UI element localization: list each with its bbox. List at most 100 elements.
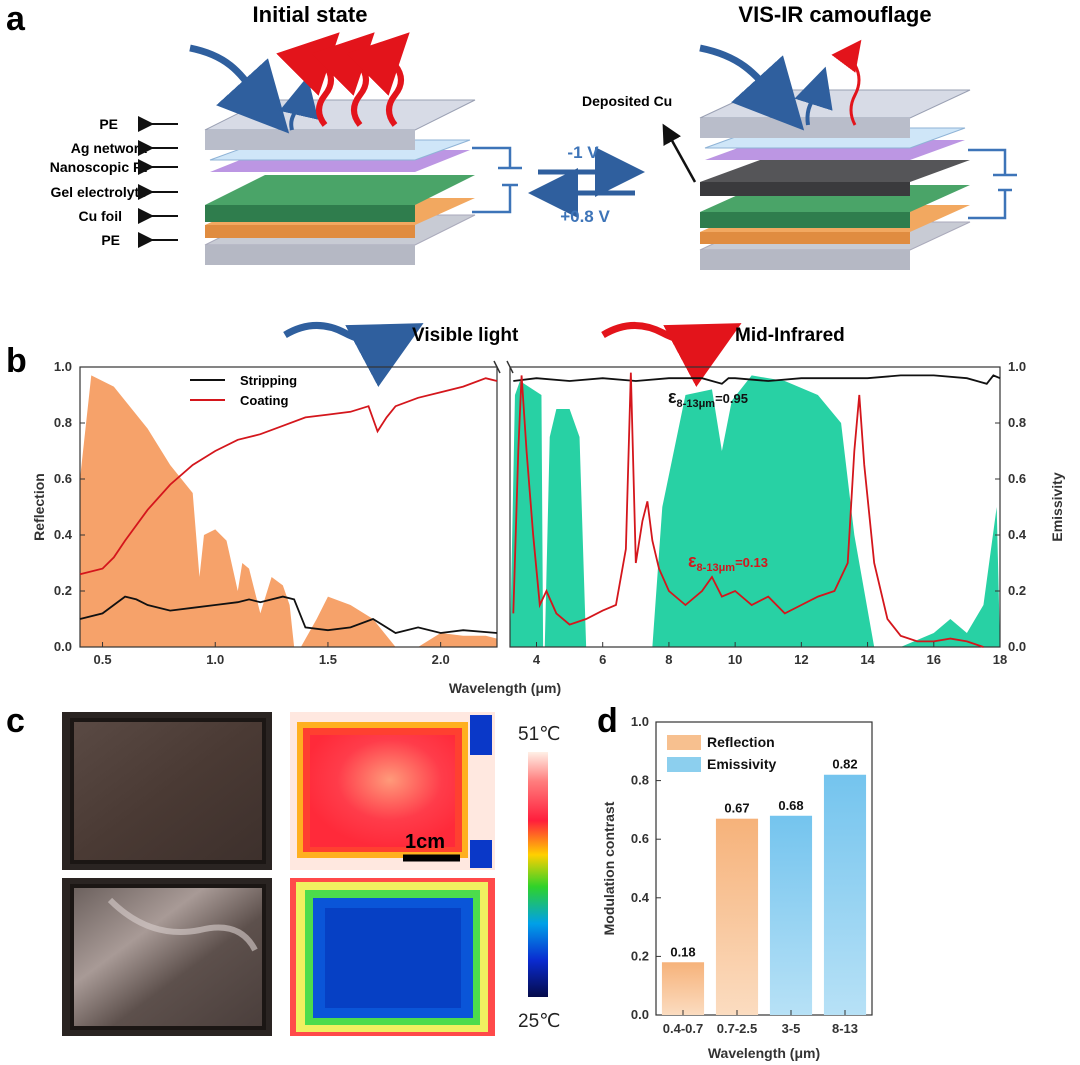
x-tick-label-left: 0.5 <box>94 652 112 667</box>
series-line-stripping-right <box>513 374 1001 385</box>
visible-in-arrow-right <box>699 44 805 131</box>
annotation-stripping-sub: 8-13μm <box>677 398 716 410</box>
right-device-stack <box>699 89 971 270</box>
x-tick-label-d: 0.4-0.7 <box>663 1021 703 1036</box>
y-tick-label-d: 0.0 <box>631 1007 649 1022</box>
ir-out-arrow-left-3 <box>346 32 410 127</box>
axis-break-top-1 <box>493 360 501 374</box>
y-tick-label-left: 0.6 <box>54 471 72 486</box>
y-tick-label-right: 1.0 <box>1008 359 1026 374</box>
layer-label-gel-electrolyte: Gel electrolyte <box>51 184 148 200</box>
left-device-stack <box>204 99 476 265</box>
deposited-cu-label: Deposited Cu <box>582 93 672 109</box>
series-line-stripping-left <box>79 595 498 634</box>
x-tick-label-left: 2.0 <box>432 652 450 667</box>
x-tick-label-right: 18 <box>993 652 1007 667</box>
y-tick-label-d: 0.6 <box>631 831 649 846</box>
scale-bar-label: 1cm <box>405 831 445 853</box>
y-tick-label-left: 0.8 <box>54 415 72 430</box>
x-axis-label-b: Wavelength (μm) <box>449 680 561 696</box>
thermal-colorbar <box>528 752 548 997</box>
y-tick-label-d: 0.4 <box>631 890 650 905</box>
chart-b-right: 0.0 0.2 0.4 0.6 0.8 1.0 4 6 8 10 12 14 16 18 Emissivit… <box>449 359 1065 696</box>
y-tick-label-d: 1.0 <box>631 714 649 729</box>
bar-value-label: 0.68 <box>778 798 803 813</box>
layer-label-cu-foil: Cu foil <box>78 208 122 224</box>
y-tick-label-left: 0.2 <box>54 583 72 598</box>
panel-letter-a: a <box>6 0 26 38</box>
mid-infrared-legend-arrow <box>601 321 742 387</box>
legend-label-reflection: Reflection <box>707 734 775 750</box>
colorbar-max-label: 51℃ <box>518 724 560 745</box>
x-tick-label-left: 1.0 <box>206 652 224 667</box>
bar-0.4-0.7 <box>661 962 705 1015</box>
y-tick-label-right: 0.8 <box>1008 415 1026 430</box>
deposited-cu-pointer <box>662 123 697 183</box>
x-tick-label-d: 8-13 <box>832 1021 858 1036</box>
x-tick-label-left: 1.5 <box>319 652 337 667</box>
bar-value-label: 0.18 <box>670 944 695 959</box>
series-line-coating-left <box>79 377 498 576</box>
colorbar-min-label: 25℃ <box>518 1011 560 1032</box>
x-tick-label-right: 8 <box>665 652 672 667</box>
x-tick-label-right: 6 <box>599 652 606 667</box>
y-axis-label-right: Emissivity <box>1049 472 1065 541</box>
layer-label-pe-top: PE <box>99 116 118 132</box>
panel-b: b 0.0 0.2 0.4 0.6 0.8 1.0 0.5 1.0 1.5 2.0 Reflecti… <box>6 342 1065 696</box>
ir-out-arrow-right <box>831 39 862 126</box>
y-axis-label-left: Reflection <box>31 473 47 541</box>
x-axis-label-d: Wavelength (μm) <box>708 1045 820 1061</box>
solar-spectrum-fill <box>80 375 497 647</box>
bar-value-label: 0.82 <box>832 757 857 772</box>
y-tick-label-left: 1.0 <box>54 359 72 374</box>
circuit-right <box>968 148 1017 220</box>
bar-3-5 <box>769 815 813 1015</box>
x-tick-label-d: 3-5 <box>782 1021 801 1036</box>
panel-letter-b: b <box>6 342 27 380</box>
layer-labels: PE Ag network Nanoscopic Pt Gel electrol… <box>50 116 178 248</box>
y-tick-label-left: 0.0 <box>54 639 72 654</box>
layer-label-nanoscopic-pt: Nanoscopic Pt <box>50 159 148 175</box>
annotation-stripping: ε8-13μm=0.95 <box>668 387 748 410</box>
legend-stripping-label: Stripping <box>240 373 297 388</box>
visible-light-legend-arrow <box>283 321 424 387</box>
annotation-stripping-value: =0.95 <box>715 391 748 406</box>
chart-b-left: 0.0 0.2 0.4 0.6 0.8 1.0 0.5 1.0 1.5 2.0 Reflection <box>31 359 498 667</box>
axis-break-top-2 <box>506 360 514 374</box>
mid-infrared-legend-label: Mid-Infrared <box>735 325 845 346</box>
visible-light-legend-label: Visible light <box>412 325 519 346</box>
series-line-coating-right <box>512 372 984 648</box>
plot-frame-left <box>79 366 498 648</box>
bar-0.7-2.5 <box>715 818 759 1015</box>
visible-in-arrow-left <box>189 44 290 134</box>
layer-label-ag-network: Ag network <box>71 140 147 156</box>
layer-label-pe-bottom: PE <box>101 232 120 248</box>
annotation-coating-value: =0.13 <box>735 555 768 570</box>
plot-frame-right <box>509 366 1001 648</box>
y-tick-label-right: 0.2 <box>1008 583 1026 598</box>
circuit-left <box>472 146 522 214</box>
legend-coating-label: Coating <box>240 393 288 408</box>
x-tick-label-d: 0.7-2.5 <box>717 1021 757 1036</box>
annotation-stripping-prefix: ε <box>668 387 677 407</box>
x-tick-label-right: 12 <box>794 652 808 667</box>
chart-d: 0.18 0.4-0.7 0.67 0.7-2.5 0.68 3-5 0.82 8-13 0.0… <box>601 714 873 1061</box>
x-tick-label-right: 10 <box>728 652 742 667</box>
panel-a: a Initial state VIS-IR camouflage PE Ag … <box>6 0 1017 387</box>
annotation-coating-prefix: ε <box>688 551 697 571</box>
annotation-coating-sub: 8-13μm <box>697 562 736 574</box>
y-tick-label-right: 0.4 <box>1008 527 1027 542</box>
plot-frame-d <box>655 721 873 1016</box>
y-tick-label-left: 0.4 <box>54 527 73 542</box>
left-title: Initial state <box>253 2 368 27</box>
y-tick-label-right: 0.6 <box>1008 471 1026 486</box>
annotation-coating: ε8-13μm=0.13 <box>688 551 768 574</box>
y-tick-label-right: 0.0 <box>1008 639 1026 654</box>
panel-letter-c: c <box>6 702 25 740</box>
y-tick-label-d: 0.2 <box>631 948 649 963</box>
x-tick-label-right: 4 <box>533 652 541 667</box>
right-title: VIS-IR camouflage <box>738 2 931 27</box>
y-tick-label-d: 0.8 <box>631 773 649 788</box>
x-tick-label-right: 16 <box>927 652 941 667</box>
